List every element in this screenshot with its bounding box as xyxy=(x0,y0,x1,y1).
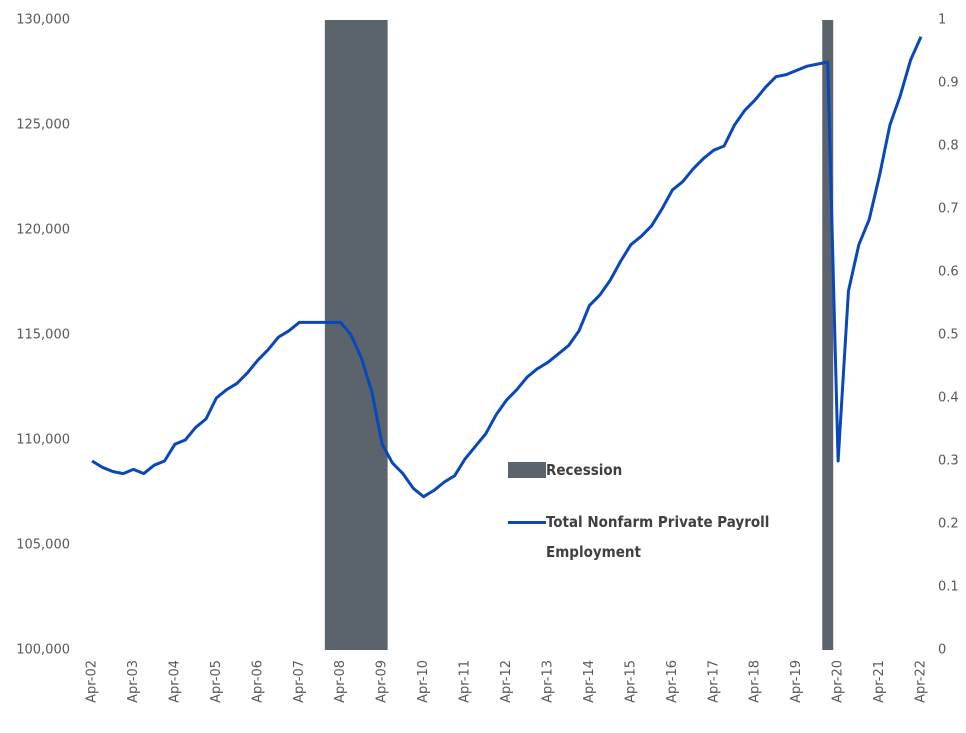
legend-swatch xyxy=(508,462,546,478)
x-tick-label: Apr-13 xyxy=(540,660,555,703)
y2-tick-label: 0.4 xyxy=(938,391,959,406)
legend: Recession Total Nonfarm Private Payroll E… xyxy=(508,461,808,595)
x-tick-label: Apr-17 xyxy=(706,660,721,703)
x-tick-label: Apr-05 xyxy=(209,660,224,703)
y2-tick-label: 1 xyxy=(938,13,946,28)
y2-tick-label: 0.7 xyxy=(938,202,959,217)
y-tick-label: 125,000 xyxy=(16,118,70,133)
recession-bar xyxy=(324,20,336,650)
y-tick-label: 120,000 xyxy=(16,223,70,238)
x-tick-label: Apr-11 xyxy=(458,660,473,703)
x-tick-label: Apr-02 xyxy=(85,660,100,703)
x-tick-label: Apr-20 xyxy=(831,660,846,703)
x-tick-label: Apr-22 xyxy=(914,660,929,703)
legend-item: Total Nonfarm Private Payroll Employment xyxy=(508,513,808,567)
x-tick-label: Apr-16 xyxy=(665,660,680,703)
y2-tick-label: 0.5 xyxy=(938,328,959,343)
x-tick-label: Apr-08 xyxy=(333,660,348,703)
x-tick-label: Apr-03 xyxy=(126,660,141,703)
legend-swatch xyxy=(508,521,546,524)
y2-tick-label: 0.1 xyxy=(938,580,959,595)
y-tick-label: 105,000 xyxy=(16,538,70,553)
recession-bar xyxy=(366,20,378,650)
legend-item: Recession xyxy=(508,461,808,485)
x-tick-label: Apr-12 xyxy=(499,660,514,703)
recession-bar xyxy=(335,20,347,650)
recession-bar xyxy=(822,20,834,650)
x-tick-label: Apr-21 xyxy=(872,660,887,703)
x-tick-label: Apr-04 xyxy=(167,660,182,703)
line-series xyxy=(91,36,923,499)
y-tick-label: 130,000 xyxy=(16,13,70,28)
x-tick-label: Apr-06 xyxy=(250,660,265,703)
x-tick-label: Apr-14 xyxy=(582,660,597,703)
y2-tick-label: 0.9 xyxy=(938,76,959,91)
y2-tick-label: 0.8 xyxy=(938,139,959,154)
legend-label: Recession xyxy=(546,461,623,479)
y2-tick-label: 0 xyxy=(938,643,946,658)
x-tick-label: Apr-19 xyxy=(789,660,804,703)
recession-bar xyxy=(376,20,388,650)
x-tick-label: Apr-09 xyxy=(375,660,390,703)
y2-tick-label: 0.2 xyxy=(938,517,959,532)
x-tick-label: Apr-15 xyxy=(623,660,638,703)
legend-label: Total Nonfarm Private Payroll Employment xyxy=(546,513,770,561)
recession-bar xyxy=(355,20,367,650)
y-tick-label: 110,000 xyxy=(16,433,70,448)
y-tick-label: 100,000 xyxy=(16,643,70,658)
x-tick-label: Apr-10 xyxy=(416,660,431,703)
x-tick-label: Apr-07 xyxy=(292,660,307,703)
y2-tick-label: 0.3 xyxy=(938,454,959,469)
y-tick-label: 115,000 xyxy=(16,328,70,343)
x-tick-label: Apr-18 xyxy=(748,660,763,703)
y2-tick-label: 0.6 xyxy=(938,265,959,280)
